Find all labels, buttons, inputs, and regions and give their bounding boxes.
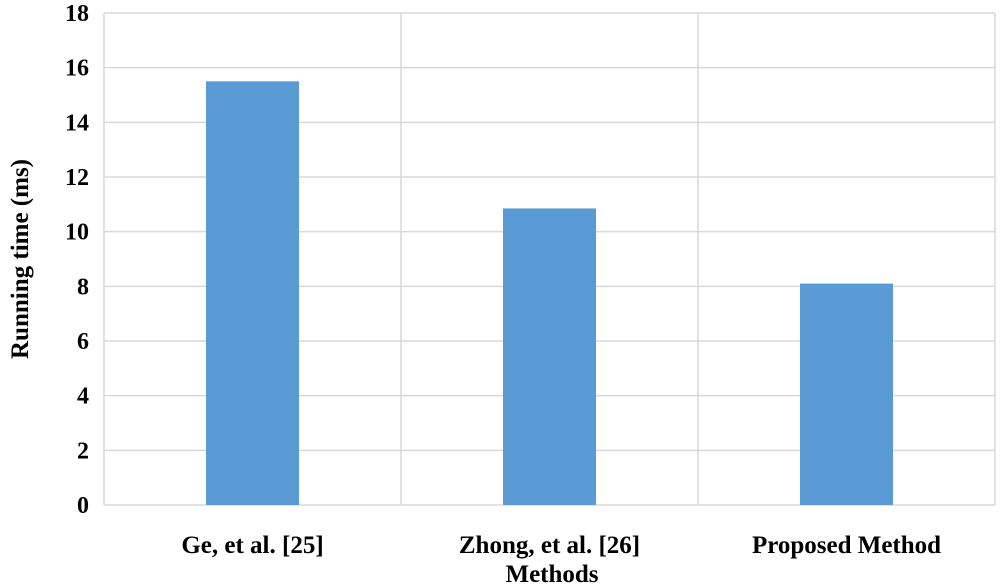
y-tick-label: 10	[65, 220, 89, 246]
y-tick-label: 2	[77, 438, 89, 464]
y-tick-label: 4	[77, 384, 89, 410]
y-axis-title: Running time (ms)	[7, 159, 34, 359]
x-category-label: Zhong, et al. [26]	[459, 532, 640, 559]
x-category-label: Ge, et al. [25]	[181, 532, 323, 559]
y-tick-label: 6	[77, 329, 89, 355]
y-tick-label: 18	[65, 1, 89, 27]
bars	[206, 81, 893, 505]
y-tick-label: 12	[65, 165, 89, 191]
x-category-labels: Ge, et al. [25] Zhong, et al. [26] Propose…	[181, 532, 941, 559]
y-tick-label: 14	[65, 110, 89, 136]
bar	[800, 283, 893, 505]
x-axis-title: Methods	[505, 561, 598, 588]
y-tick-label: 0	[77, 493, 89, 519]
y-tick-label: 16	[65, 56, 89, 82]
y-tick-label: 8	[77, 274, 89, 300]
bar	[503, 208, 596, 505]
y-tick-labels: 0 2 4 6 8 10 12 14 16 18	[65, 1, 89, 519]
bar	[206, 81, 299, 505]
x-category-label: Proposed Method	[752, 532, 941, 559]
